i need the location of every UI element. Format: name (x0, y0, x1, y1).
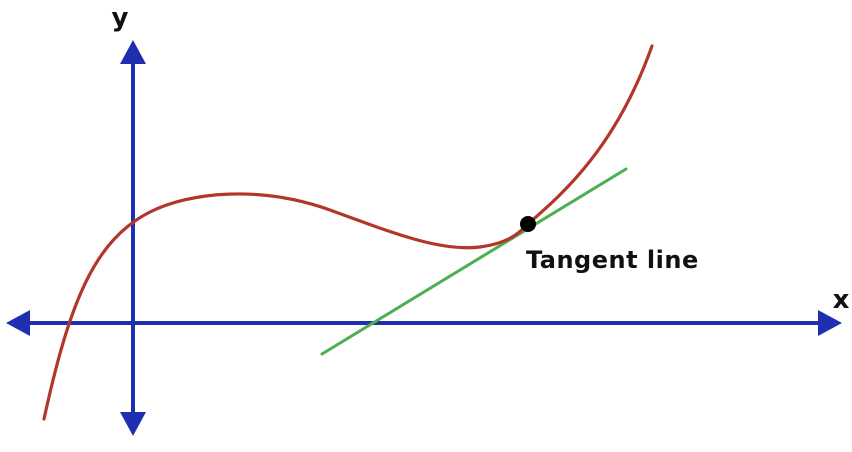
y-axis-top-arrowhead (120, 40, 146, 64)
y-axis (120, 40, 146, 436)
x-axis-left-arrowhead (6, 310, 30, 336)
x-axis (6, 310, 842, 336)
x-axis-right-arrowhead (818, 310, 842, 336)
point-of-tangency (520, 216, 536, 232)
cubic-curve (42, 44, 654, 421)
tangent-line (320, 167, 628, 356)
x-axis-label: x (833, 285, 850, 315)
tangent-line-label: Tangent line (526, 246, 699, 274)
y-axis-label: y (112, 3, 129, 33)
y-axis-bottom-arrowhead (120, 412, 146, 436)
